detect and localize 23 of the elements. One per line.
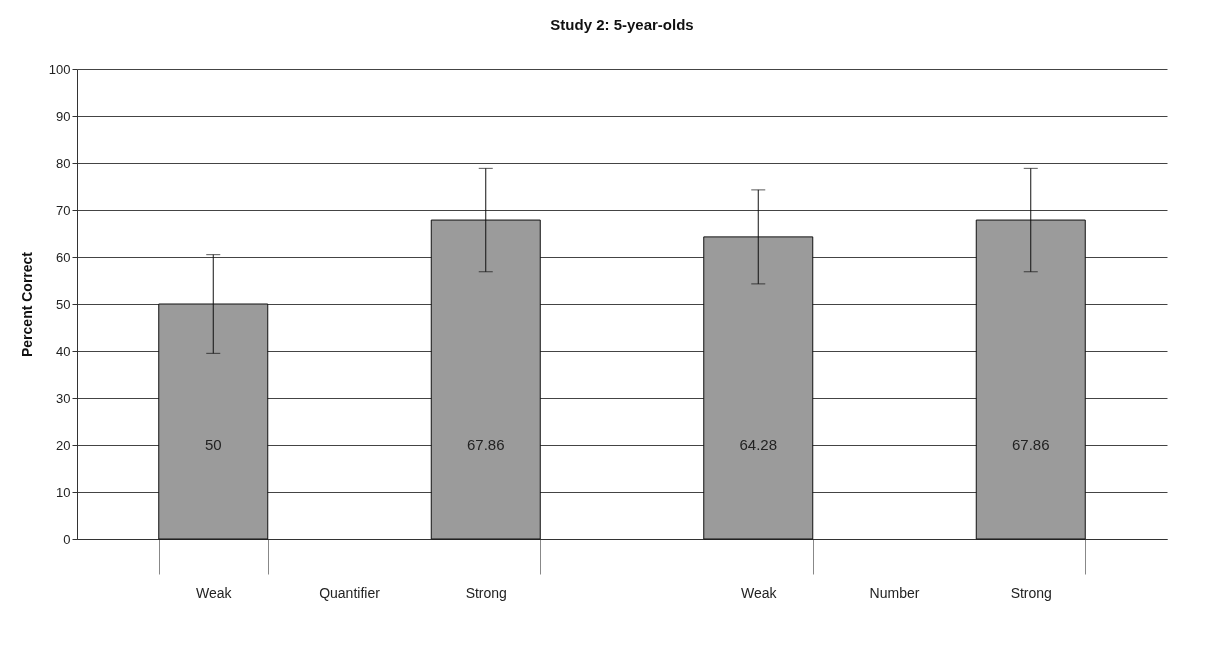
y-tick-label: 0 <box>63 531 71 547</box>
y-tick-label: 90 <box>56 108 71 124</box>
y-tick-label: 30 <box>56 390 71 406</box>
y-axis-title: Percent Correct <box>18 251 35 358</box>
y-tick-label: 10 <box>56 484 71 500</box>
x-tick-label: Strong <box>1010 584 1052 601</box>
y-tick-label: 50 <box>56 296 71 312</box>
data-label: 50 <box>204 436 222 453</box>
x-tick-label: Weak <box>740 584 778 601</box>
y-tick-label: 40 <box>56 343 71 359</box>
y-tick-label: 60 <box>56 249 71 265</box>
x-tick-label: Strong <box>465 584 507 601</box>
data-label: 67.86 <box>1011 436 1050 453</box>
data-label: 64.28 <box>739 436 778 453</box>
y-tick-label: 100 <box>48 61 71 77</box>
text: Quantifier <box>319 585 381 601</box>
x-tick-label: Weak <box>195 584 233 601</box>
y-tick-label: 80 <box>56 155 71 171</box>
data-label: 67.86 <box>466 436 505 453</box>
chart-title: Study 2: 5-year-olds <box>550 16 694 33</box>
y-tick-label: 70 <box>56 202 71 218</box>
y-tick-label: 20 <box>56 437 71 453</box>
text: Number <box>869 585 920 601</box>
